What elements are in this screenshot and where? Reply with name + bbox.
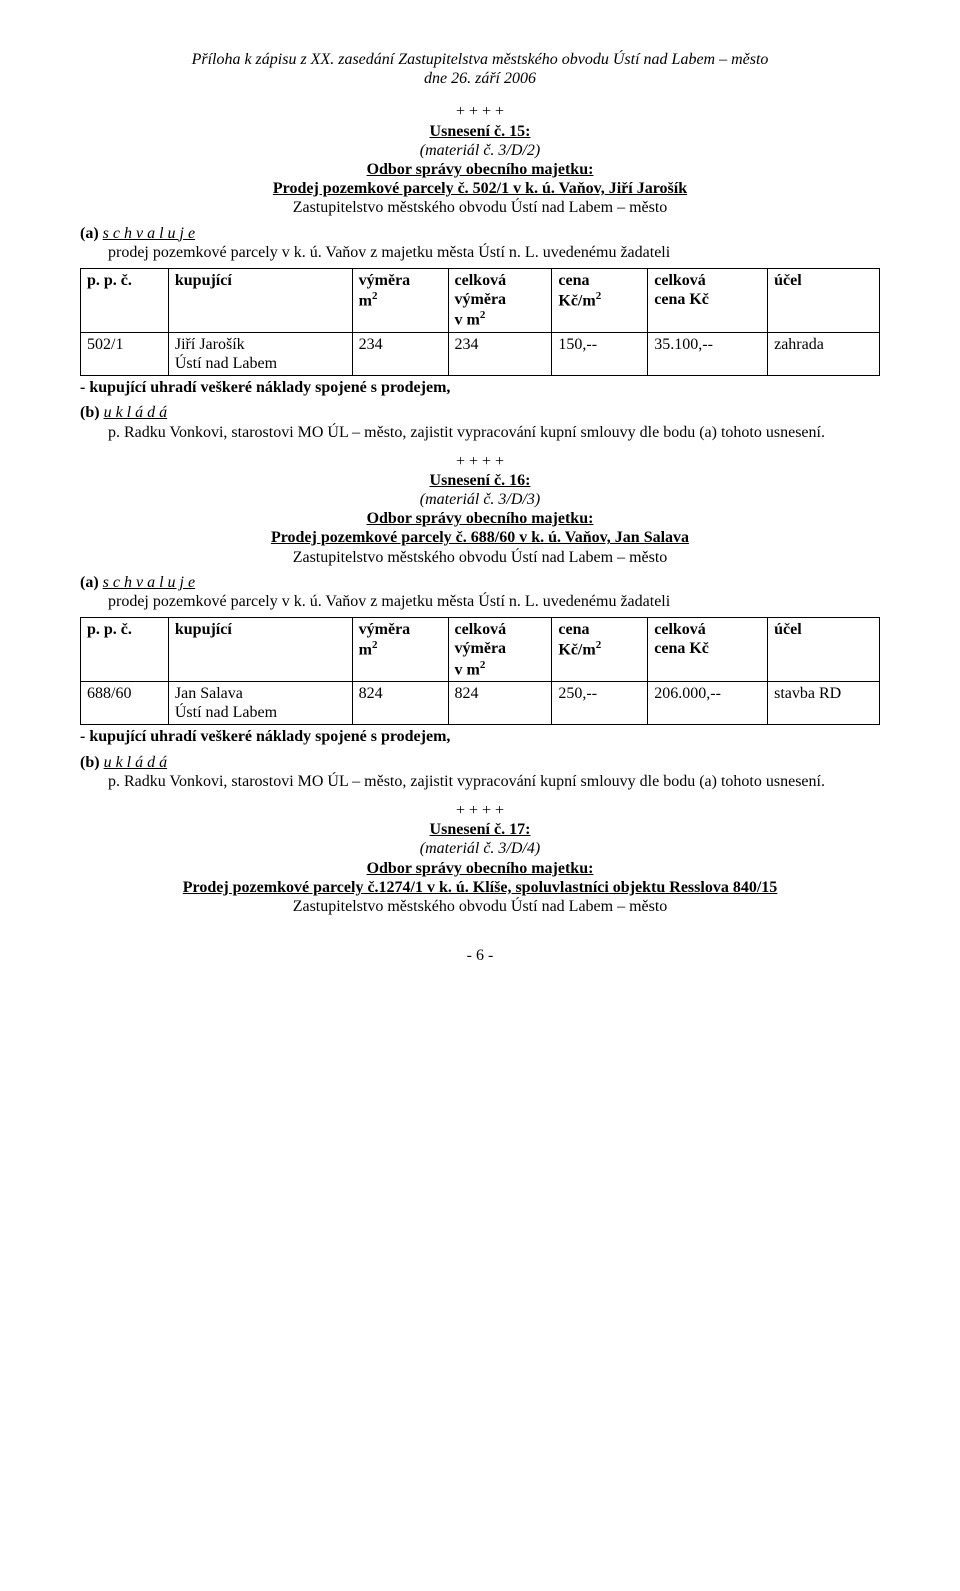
- page-number: - 6 -: [80, 946, 880, 965]
- th-ppc: p. p. č.: [81, 618, 169, 682]
- res15-table: p. p. č. kupující výměra m2 celková výmě…: [80, 268, 880, 376]
- res15-a-verb: s c h v a l u j e: [103, 225, 195, 242]
- res15-subject: Prodej pozemkové parcely č. 502/1 v k. ú…: [80, 179, 880, 198]
- res17-subject: Prodej pozemkové parcely č.1274/1 v k. ú…: [80, 878, 880, 897]
- th-area: výměra m2: [352, 618, 448, 682]
- td-total-area: 234: [448, 332, 552, 375]
- td-total-area: 824: [448, 682, 552, 725]
- th-total-area: celková výměra v m2: [448, 618, 552, 682]
- res15-body-line: Zastupitelstvo městského obvodu Ústí nad…: [80, 198, 880, 217]
- table-row: 688/60 Jan Salava Ústí nad Labem 824 824…: [81, 682, 880, 725]
- td-total-price: 206.000,--: [648, 682, 768, 725]
- td-area: 824: [352, 682, 448, 725]
- header-line2: dne 26. září 2006: [80, 69, 880, 88]
- td-purpose: zahrada: [768, 332, 880, 375]
- res17-heading: Usnesení č. 17:: [80, 820, 880, 839]
- td-total-price: 35.100,--: [648, 332, 768, 375]
- table-header-row: p. p. č. kupující výměra m2 celková výmě…: [81, 268, 880, 332]
- th-purpose: účel: [768, 268, 880, 332]
- res15-dept: Odbor správy obecního majetku:: [80, 160, 880, 179]
- td-ppc: 688/60: [81, 682, 169, 725]
- res16-a-label: (a): [80, 574, 99, 591]
- page-header: Příloha k zápisu z XX. zasedání Zastupit…: [80, 50, 880, 88]
- res17-block: Usnesení č. 17: (materiál č. 3/D/4) Odbo…: [80, 820, 880, 916]
- res16-heading: Usnesení č. 16:: [80, 471, 880, 490]
- res17-body-line: Zastupitelstvo městského obvodu Ústí nad…: [80, 897, 880, 916]
- res16-b-verb: u k l á d á: [104, 754, 168, 771]
- th-price: cena Kč/m2: [552, 618, 648, 682]
- res16-table-note: - kupující uhradí veškeré náklady spojen…: [80, 727, 880, 746]
- th-total-area: celková výměra v m2: [448, 268, 552, 332]
- res15-table-note: - kupující uhradí veškeré náklady spojen…: [80, 378, 880, 397]
- res15-b-label: (b): [80, 404, 100, 421]
- th-ppc: p. p. č.: [81, 268, 169, 332]
- res15-b: (b) u k l á d á p. Radku Vonkovi, staros…: [80, 403, 880, 441]
- res15-b-text: p. Radku Vonkovi, starostovi MO ÚL – měs…: [108, 423, 880, 442]
- res15-heading: Usnesení č. 15:: [80, 122, 880, 141]
- td-ppc: 502/1: [81, 332, 169, 375]
- table-row: 502/1 Jiří Jarošík Ústí nad Labem 234 23…: [81, 332, 880, 375]
- res16-material: (materiál č. 3/D/3): [80, 490, 880, 509]
- res17-material: (materiál č. 3/D/4): [80, 839, 880, 858]
- res16-table: p. p. č. kupující výměra m2 celková výmě…: [80, 617, 880, 725]
- header-line1: Příloha k zápisu z XX. zasedání Zastupit…: [80, 50, 880, 69]
- res15-a-text: prodej pozemkové parcely v k. ú. Vaňov z…: [108, 243, 880, 262]
- res15-block: Usnesení č. 15: (materiál č. 3/D/2) Odbo…: [80, 122, 880, 218]
- td-price: 150,--: [552, 332, 648, 375]
- res16-body-line: Zastupitelstvo městského obvodu Ústí nad…: [80, 548, 880, 567]
- res15-b-verb: u k l á d á: [104, 404, 168, 421]
- td-buyer: Jiří Jarošík Ústí nad Labem: [168, 332, 352, 375]
- res16-a-text: prodej pozemkové parcely v k. ú. Vaňov z…: [108, 592, 880, 611]
- res16-b-label: (b): [80, 754, 100, 771]
- separator: + + + +: [80, 102, 880, 121]
- res16-block: Usnesení č. 16: (materiál č. 3/D/3) Odbo…: [80, 471, 880, 567]
- res16-a-verb: s c h v a l u j e: [103, 574, 195, 591]
- separator: + + + +: [80, 801, 880, 820]
- res16-b-text: p. Radku Vonkovi, starostovi MO ÚL – měs…: [108, 772, 880, 791]
- th-buyer: kupující: [168, 618, 352, 682]
- th-buyer: kupující: [168, 268, 352, 332]
- res15-a: (a) s c h v a l u j e prodej pozemkové p…: [80, 224, 880, 262]
- res15-a-label: (a): [80, 225, 99, 242]
- th-area: výměra m2: [352, 268, 448, 332]
- th-total-price: celková cena Kč: [648, 268, 768, 332]
- td-price: 250,--: [552, 682, 648, 725]
- res16-subject: Prodej pozemkové parcely č. 688/60 v k. …: [80, 528, 880, 547]
- th-purpose: účel: [768, 618, 880, 682]
- td-area: 234: [352, 332, 448, 375]
- res16-a: (a) s c h v a l u j e prodej pozemkové p…: [80, 573, 880, 611]
- res16-b: (b) u k l á d á p. Radku Vonkovi, staros…: [80, 753, 880, 791]
- td-buyer: Jan Salava Ústí nad Labem: [168, 682, 352, 725]
- th-price: cena Kč/m2: [552, 268, 648, 332]
- td-purpose: stavba RD: [768, 682, 880, 725]
- res17-dept: Odbor správy obecního majetku:: [80, 859, 880, 878]
- th-total-price: celková cena Kč: [648, 618, 768, 682]
- res15-material: (materiál č. 3/D/2): [80, 141, 880, 160]
- table-header-row: p. p. č. kupující výměra m2 celková výmě…: [81, 618, 880, 682]
- separator: + + + +: [80, 452, 880, 471]
- res16-dept: Odbor správy obecního majetku:: [80, 509, 880, 528]
